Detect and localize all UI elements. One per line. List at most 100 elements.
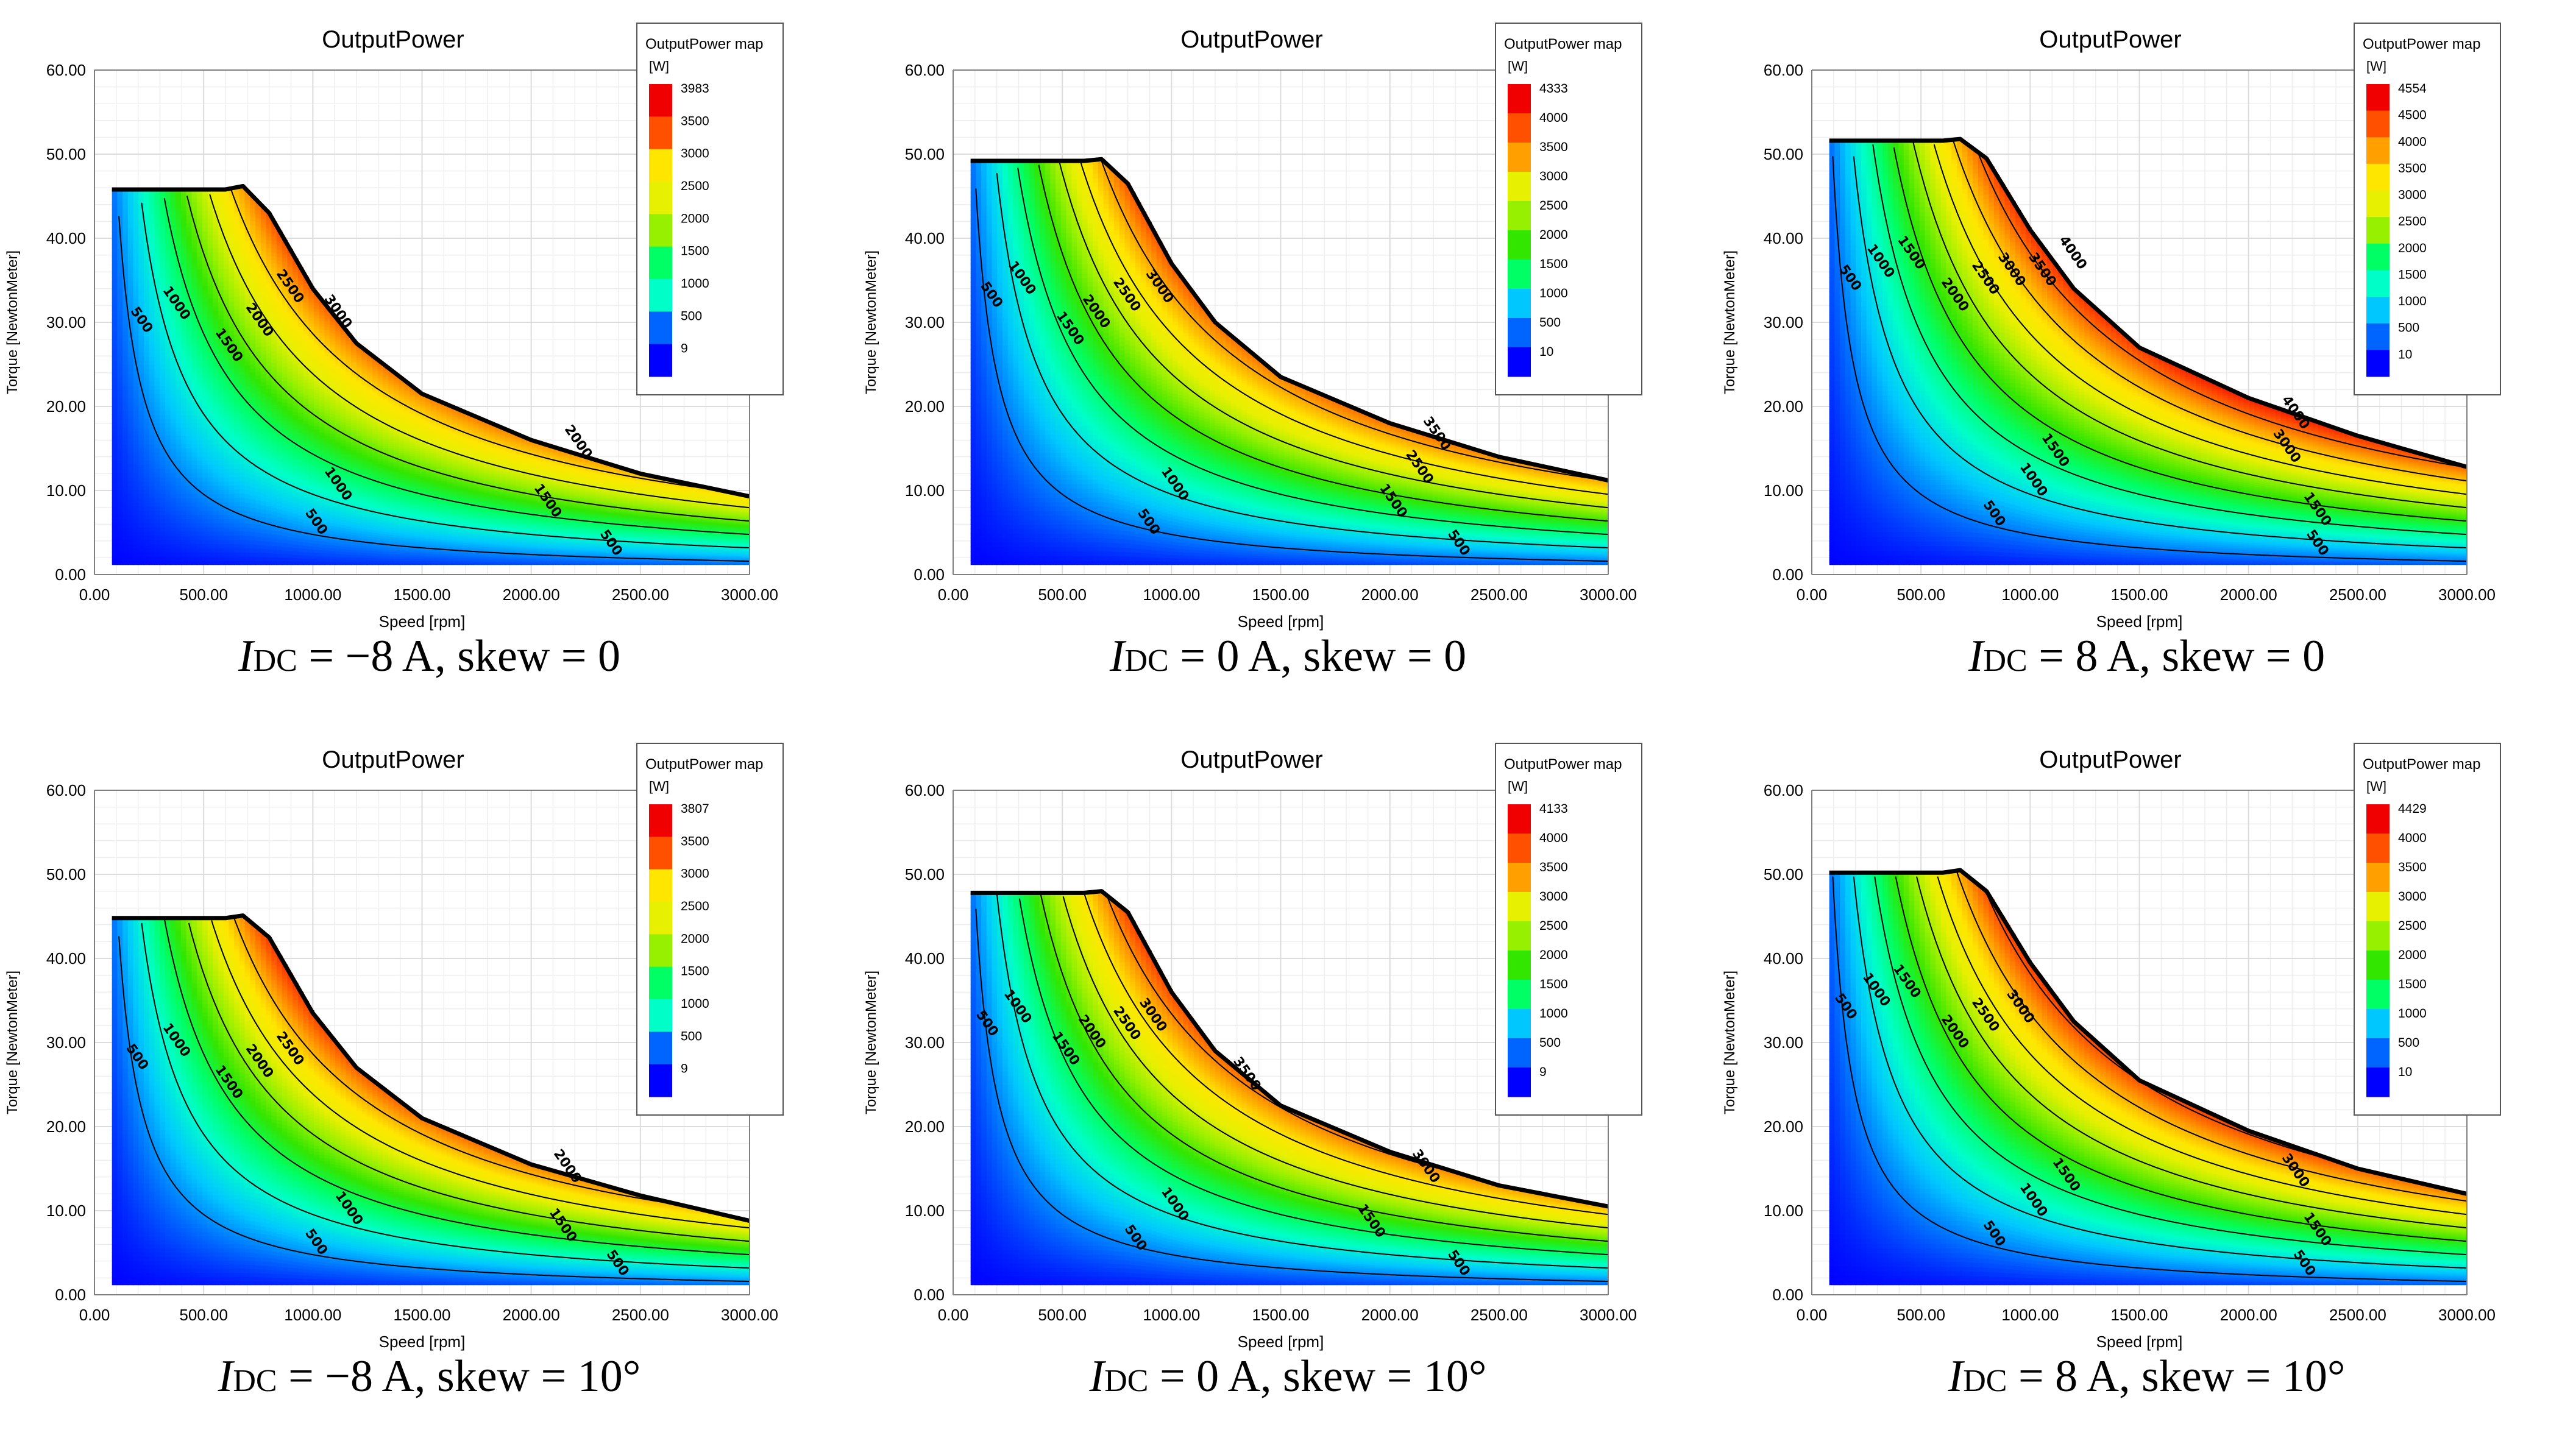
- map-cell: [314, 350, 320, 354]
- map-cell: [144, 561, 150, 565]
- map-cell: [319, 464, 325, 468]
- map-cell: [218, 385, 224, 390]
- map-cell: [293, 459, 299, 462]
- map-cell: [282, 464, 288, 468]
- map-cell: [266, 483, 272, 487]
- map-cell: [133, 439, 140, 444]
- map-cell: [133, 231, 140, 236]
- map-cell: [149, 227, 155, 232]
- map-cell: [324, 447, 330, 451]
- map-cell: [245, 211, 251, 216]
- map-cell: [149, 289, 155, 294]
- map-cell: [165, 364, 171, 369]
- map-cell: [112, 248, 118, 253]
- map-cell: [202, 327, 208, 332]
- map-cell: [160, 423, 166, 428]
- map-cell: [303, 373, 310, 377]
- map-cell: [303, 299, 310, 303]
- map-cell: [128, 360, 134, 365]
- map-cell: [197, 460, 203, 465]
- map-cell: [133, 289, 140, 294]
- map-cell: [144, 452, 150, 457]
- map-cell: [330, 514, 336, 517]
- map-cell: [181, 527, 187, 532]
- map-cell: [224, 256, 230, 261]
- map-cell: [229, 230, 235, 235]
- map-cell: [117, 323, 123, 328]
- map-cell: [160, 452, 166, 457]
- map-cell: [165, 477, 171, 482]
- map-cell: [133, 244, 140, 249]
- map-cell: [133, 394, 140, 398]
- map-cell: [112, 264, 118, 269]
- map-cell: [245, 328, 251, 333]
- map-cell: [229, 209, 235, 214]
- map-cell: [202, 481, 208, 486]
- map-cell: [213, 373, 219, 378]
- map-cell: [293, 445, 299, 449]
- map-cell: [133, 527, 140, 532]
- map-cell: [255, 524, 261, 528]
- map-cell: [240, 191, 246, 196]
- map-cell: [330, 400, 336, 403]
- map-cell: [314, 384, 320, 388]
- map-cell: [224, 514, 230, 519]
- map-cell: [308, 335, 314, 339]
- map-cell: [277, 249, 283, 253]
- map-cell: [213, 231, 219, 236]
- map-cell: [186, 548, 193, 553]
- map-cell: [122, 381, 129, 386]
- map-cell: [112, 486, 118, 490]
- map-cell: [186, 356, 193, 361]
- map-cell: [133, 531, 140, 536]
- map-cell: [160, 360, 166, 365]
- map-cell: [287, 522, 293, 526]
- map-cell: [298, 327, 304, 330]
- map-cell: [218, 256, 224, 261]
- map-cell: [176, 536, 182, 540]
- map-cell: [234, 426, 240, 431]
- map-cell: [218, 419, 224, 423]
- map-cell: [245, 216, 251, 221]
- map-cell: [266, 342, 272, 346]
- map-cell: [330, 562, 336, 565]
- map-cell: [181, 239, 187, 244]
- map-cell: [122, 202, 129, 207]
- map-cell: [287, 337, 293, 341]
- map-cell: [202, 235, 208, 240]
- map-cell: [293, 476, 299, 480]
- map-cell: [197, 494, 203, 498]
- map-cell: [122, 373, 129, 378]
- map-cell: [202, 244, 208, 249]
- map-cell: [154, 511, 160, 515]
- map-cell: [240, 484, 246, 489]
- map-cell: [154, 369, 160, 374]
- map-cell: [149, 477, 155, 482]
- map-cell: [319, 559, 325, 562]
- map-cell: [133, 339, 140, 344]
- map-cell: [133, 381, 140, 386]
- map-cell: [197, 527, 203, 532]
- map-cell: [303, 555, 310, 559]
- map-cell: [197, 331, 203, 336]
- map-cell: [149, 494, 155, 498]
- map-cell: [138, 402, 144, 407]
- map-cell: [308, 419, 314, 423]
- map-cell: [191, 539, 197, 544]
- map-cell: [197, 298, 203, 303]
- map-cell: [234, 309, 240, 314]
- map-cell: [293, 558, 299, 561]
- map-cell: [138, 352, 144, 357]
- map-cell: [144, 394, 150, 398]
- map-cell: [245, 523, 251, 528]
- map-cell: [293, 323, 299, 327]
- map-cell: [330, 442, 336, 445]
- map-cell: [234, 280, 240, 285]
- map-cell: [197, 273, 203, 278]
- map-cell: [171, 527, 177, 532]
- map-cell: [303, 430, 310, 434]
- map-cell: [117, 298, 123, 303]
- map-cell: [308, 360, 314, 364]
- map-cell: [112, 552, 118, 557]
- map-cell: [191, 339, 197, 344]
